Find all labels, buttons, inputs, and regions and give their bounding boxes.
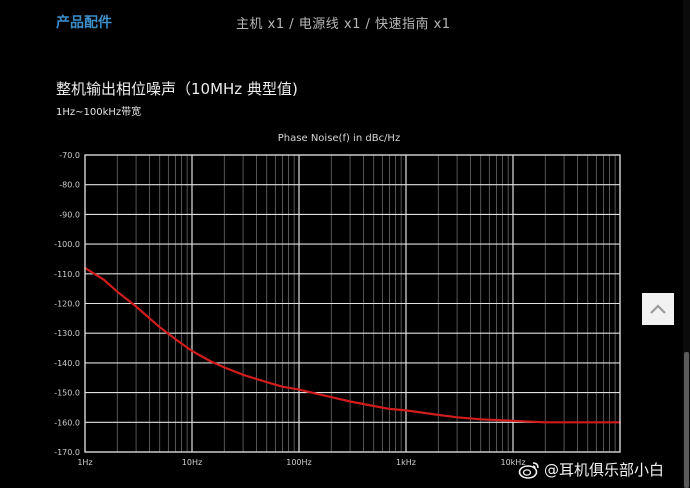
accessories-bar: 产品配件 主机 x1 / 电源线 x1 / 快速指南 x1 xyxy=(0,0,690,44)
y-tick-label: -120.0 xyxy=(54,300,80,309)
y-tick-label: -70.0 xyxy=(59,151,80,160)
y-tick-label: -170.0 xyxy=(54,448,80,457)
weibo-logo-icon xyxy=(518,461,539,479)
scroll-to-top-button[interactable] xyxy=(642,293,674,325)
accessories-list: 主机 x1 / 电源线 x1 / 快速指南 x1 xyxy=(236,17,451,32)
chart-title: Phase Noise(f) in dBc/Hz xyxy=(278,133,400,144)
phase-noise-curve xyxy=(83,266,622,424)
x-tick-label: 100Hz xyxy=(286,458,311,467)
scrollbar-track[interactable] xyxy=(683,0,690,488)
watermark: @耳机俱乐部小白 xyxy=(518,459,664,480)
x-tick-label: 10Hz xyxy=(182,458,202,467)
x-tick-label: 1Hz xyxy=(77,458,92,467)
y-tick-label: -130.0 xyxy=(54,329,80,338)
y-tick-label: -100.0 xyxy=(54,240,80,249)
chevron-up-icon xyxy=(650,304,666,314)
x-tick-label: 1kHz xyxy=(396,458,416,467)
y-tick-label: -140.0 xyxy=(54,359,80,368)
y-tick-label: -150.0 xyxy=(54,389,80,398)
accessories-title: 产品配件 xyxy=(56,15,112,31)
section-subtitle: 1Hz~100kHz带宽 xyxy=(56,107,142,118)
y-tick-label: -110.0 xyxy=(54,270,80,279)
y-tick-label: -80.0 xyxy=(59,181,80,190)
scrollbar-thumb[interactable] xyxy=(684,352,689,488)
plot-frame xyxy=(84,154,621,453)
y-tick-label: -90.0 xyxy=(59,210,80,219)
section-title: 整机输出相位噪声（10MHz 典型值) xyxy=(56,80,298,98)
x-tick-label: 10kHz xyxy=(500,458,525,467)
watermark-text: @耳机俱乐部小白 xyxy=(544,461,665,479)
y-tick-label: -160.0 xyxy=(54,418,80,427)
